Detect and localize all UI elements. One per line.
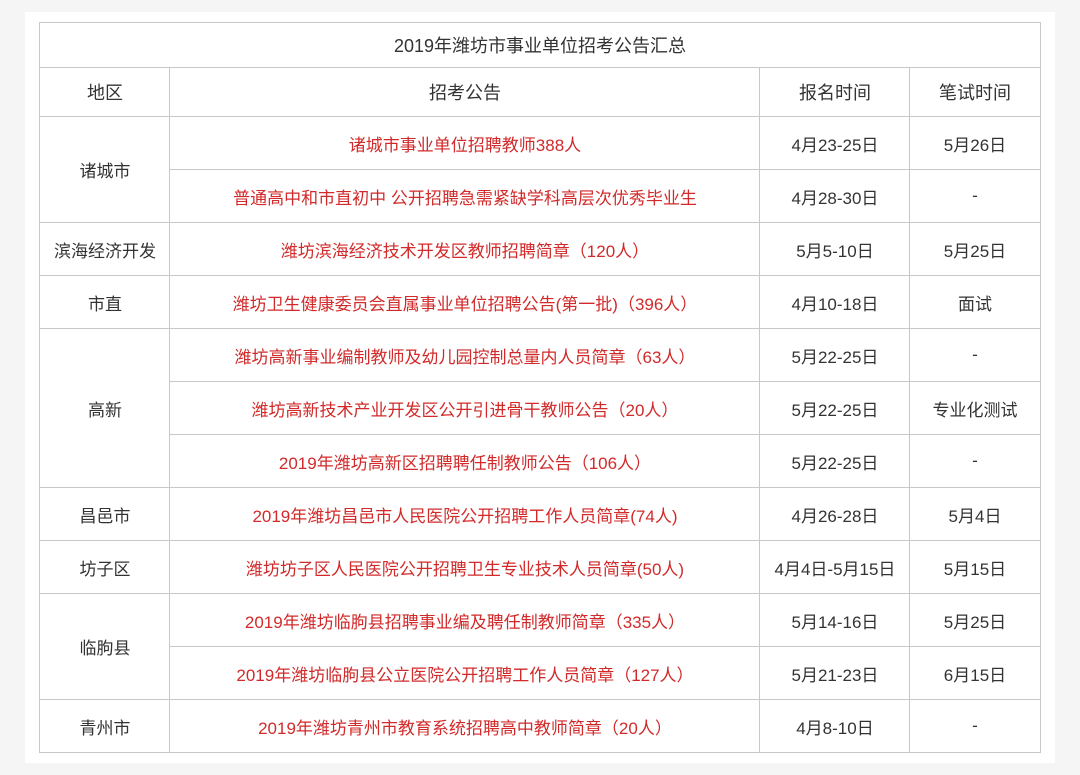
header-region: 地区 <box>40 68 170 117</box>
cell-announcement[interactable]: 潍坊坊子区人民医院公开招聘卫生专业技术人员简章(50人) <box>170 541 760 594</box>
table-row: 临朐县2019年潍坊临朐县招聘事业编及聘任制教师简章（335人）5月14-16日… <box>40 594 1040 647</box>
cell-exam: 5月4日 <box>910 488 1040 541</box>
cell-registration: 5月22-25日 <box>760 435 910 488</box>
cell-region: 昌邑市 <box>40 488 170 541</box>
cell-announcement[interactable]: 诸城市事业单位招聘教师388人 <box>170 117 760 170</box>
cell-region: 坊子区 <box>40 541 170 594</box>
table-title-row: 2019年潍坊市事业单位招考公告汇总 <box>40 23 1040 68</box>
cell-region: 诸城市 <box>40 117 170 223</box>
header-exam: 笔试时间 <box>910 68 1040 117</box>
cell-region: 高新 <box>40 329 170 488</box>
cell-registration: 4月26-28日 <box>760 488 910 541</box>
cell-region: 市直 <box>40 276 170 329</box>
cell-exam: 专业化测试 <box>910 382 1040 435</box>
table-header-row: 地区 招考公告 报名时间 笔试时间 <box>40 68 1040 117</box>
cell-announcement[interactable]: 2019年潍坊青州市教育系统招聘高中教师简章（20人） <box>170 700 760 753</box>
table-row: 2019年潍坊高新区招聘聘任制教师公告（106人）5月22-25日- <box>40 435 1040 488</box>
cell-region: 滨海经济开发 <box>40 223 170 276</box>
cell-registration: 5月5-10日 <box>760 223 910 276</box>
cell-exam: - <box>910 329 1040 382</box>
cell-exam: 5月26日 <box>910 117 1040 170</box>
table-row: 高新潍坊高新事业编制教师及幼儿园控制总量内人员简章（63人）5月22-25日- <box>40 329 1040 382</box>
table-title: 2019年潍坊市事业单位招考公告汇总 <box>40 23 1040 68</box>
cell-exam: - <box>910 700 1040 753</box>
cell-announcement[interactable]: 潍坊卫生健康委员会直属事业单位招聘公告(第一批)（396人） <box>170 276 760 329</box>
cell-registration: 5月22-25日 <box>760 382 910 435</box>
cell-registration: 4月10-18日 <box>760 276 910 329</box>
table-body: 2019年潍坊市事业单位招考公告汇总 地区 招考公告 报名时间 笔试时间 诸城市… <box>40 23 1040 753</box>
cell-announcement[interactable]: 2019年潍坊临朐县招聘事业编及聘任制教师简章（335人） <box>170 594 760 647</box>
table-row: 市直潍坊卫生健康委员会直属事业单位招聘公告(第一批)（396人）4月10-18日… <box>40 276 1040 329</box>
cell-registration: 4月4日-5月15日 <box>760 541 910 594</box>
cell-registration: 4月8-10日 <box>760 700 910 753</box>
cell-registration: 4月23-25日 <box>760 117 910 170</box>
cell-registration: 5月22-25日 <box>760 329 910 382</box>
cell-exam: - <box>910 170 1040 223</box>
table-row: 诸城市诸城市事业单位招聘教师388人4月23-25日5月26日 <box>40 117 1040 170</box>
table-wrapper: 2019年潍坊市事业单位招考公告汇总 地区 招考公告 报名时间 笔试时间 诸城市… <box>25 12 1055 763</box>
cell-announcement[interactable]: 潍坊滨海经济技术开发区教师招聘简章（120人） <box>170 223 760 276</box>
table-row: 昌邑市2019年潍坊昌邑市人民医院公开招聘工作人员简章(74人)4月26-28日… <box>40 488 1040 541</box>
cell-exam: 6月15日 <box>910 647 1040 700</box>
cell-exam: 面试 <box>910 276 1040 329</box>
cell-region: 临朐县 <box>40 594 170 700</box>
cell-announcement[interactable]: 2019年潍坊临朐县公立医院公开招聘工作人员简章（127人） <box>170 647 760 700</box>
header-announcement: 招考公告 <box>170 68 760 117</box>
cell-announcement[interactable]: 潍坊高新技术产业开发区公开引进骨干教师公告（20人） <box>170 382 760 435</box>
table-row: 2019年潍坊临朐县公立医院公开招聘工作人员简章（127人）5月21-23日6月… <box>40 647 1040 700</box>
cell-registration: 5月21-23日 <box>760 647 910 700</box>
cell-announcement[interactable]: 潍坊高新事业编制教师及幼儿园控制总量内人员简章（63人） <box>170 329 760 382</box>
cell-region: 青州市 <box>40 700 170 753</box>
cell-registration: 4月28-30日 <box>760 170 910 223</box>
cell-registration: 5月14-16日 <box>760 594 910 647</box>
table-row: 青州市2019年潍坊青州市教育系统招聘高中教师简章（20人）4月8-10日- <box>40 700 1040 753</box>
table-row: 普通高中和市直初中 公开招聘急需紧缺学科高层次优秀毕业生4月28-30日- <box>40 170 1040 223</box>
recruitment-table: 2019年潍坊市事业单位招考公告汇总 地区 招考公告 报名时间 笔试时间 诸城市… <box>39 22 1040 753</box>
table-row: 坊子区潍坊坊子区人民医院公开招聘卫生专业技术人员简章(50人)4月4日-5月15… <box>40 541 1040 594</box>
cell-exam: 5月15日 <box>910 541 1040 594</box>
cell-announcement[interactable]: 2019年潍坊昌邑市人民医院公开招聘工作人员简章(74人) <box>170 488 760 541</box>
table-row: 滨海经济开发潍坊滨海经济技术开发区教师招聘简章（120人）5月5-10日5月25… <box>40 223 1040 276</box>
cell-exam: - <box>910 435 1040 488</box>
cell-announcement[interactable]: 2019年潍坊高新区招聘聘任制教师公告（106人） <box>170 435 760 488</box>
header-registration: 报名时间 <box>760 68 910 117</box>
cell-announcement[interactable]: 普通高中和市直初中 公开招聘急需紧缺学科高层次优秀毕业生 <box>170 170 760 223</box>
cell-exam: 5月25日 <box>910 594 1040 647</box>
table-row: 潍坊高新技术产业开发区公开引进骨干教师公告（20人）5月22-25日专业化测试 <box>40 382 1040 435</box>
cell-exam: 5月25日 <box>910 223 1040 276</box>
